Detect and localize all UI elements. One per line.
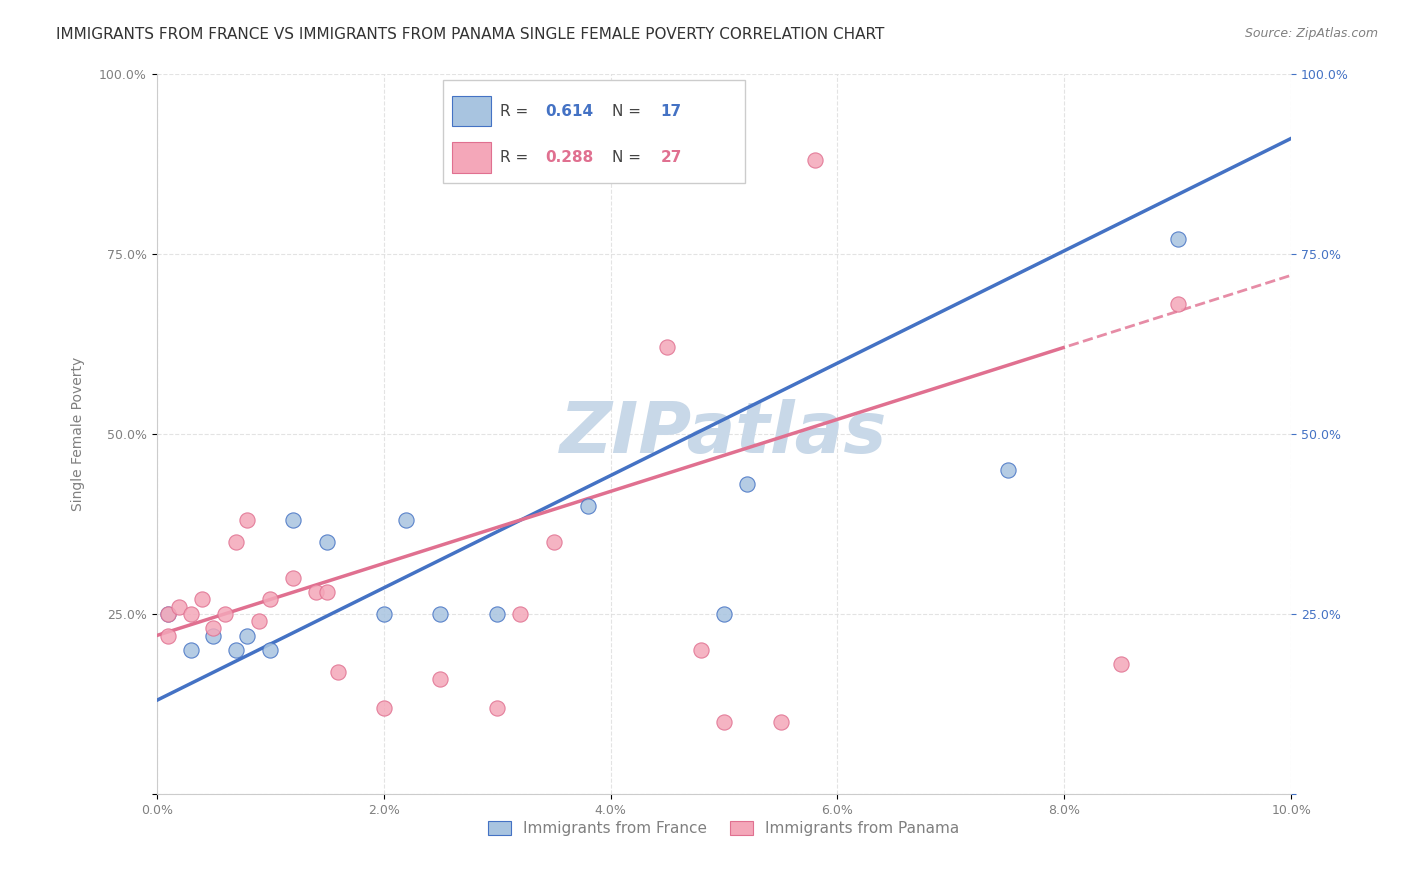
- Point: [486, 607, 509, 621]
- Point: [1109, 657, 1132, 672]
- Text: ZIPatlas: ZIPatlas: [560, 400, 887, 468]
- Point: [769, 714, 792, 729]
- Point: [259, 592, 281, 607]
- Point: [304, 585, 326, 599]
- Point: [236, 513, 259, 527]
- Point: [225, 534, 247, 549]
- Text: 0.288: 0.288: [546, 150, 593, 165]
- Point: [657, 340, 679, 354]
- Point: [202, 621, 225, 635]
- Point: [236, 628, 259, 642]
- Point: [247, 614, 270, 628]
- Text: N =: N =: [612, 150, 645, 165]
- Point: [157, 607, 180, 621]
- Text: 27: 27: [661, 150, 682, 165]
- Point: [180, 643, 202, 657]
- Point: [373, 700, 395, 714]
- Point: [259, 643, 281, 657]
- Text: R =: R =: [501, 150, 533, 165]
- Text: N =: N =: [612, 103, 645, 119]
- Point: [157, 628, 180, 642]
- Text: Source: ZipAtlas.com: Source: ZipAtlas.com: [1244, 27, 1378, 40]
- Text: R =: R =: [501, 103, 533, 119]
- Point: [486, 700, 509, 714]
- Y-axis label: Single Female Poverty: Single Female Poverty: [72, 357, 86, 511]
- Text: 17: 17: [661, 103, 682, 119]
- Point: [191, 592, 214, 607]
- Point: [713, 607, 735, 621]
- Point: [690, 643, 713, 657]
- Point: [1167, 297, 1189, 311]
- Point: [214, 607, 236, 621]
- Point: [576, 499, 599, 513]
- Point: [157, 607, 180, 621]
- Point: [180, 607, 202, 621]
- Point: [1167, 232, 1189, 246]
- Point: [281, 571, 304, 585]
- Point: [429, 607, 451, 621]
- Point: [395, 513, 418, 527]
- Point: [316, 534, 339, 549]
- Point: [373, 607, 395, 621]
- Text: 0.614: 0.614: [546, 103, 593, 119]
- Point: [803, 153, 825, 167]
- Point: [429, 672, 451, 686]
- Point: [225, 643, 247, 657]
- Point: [328, 665, 350, 679]
- Point: [543, 534, 565, 549]
- Bar: [451, 95, 491, 127]
- Bar: [451, 142, 491, 173]
- Point: [713, 714, 735, 729]
- Point: [509, 607, 531, 621]
- Point: [997, 463, 1019, 477]
- Point: [316, 585, 339, 599]
- Legend: Immigrants from France, Immigrants from Panama: Immigrants from France, Immigrants from …: [481, 814, 967, 844]
- Point: [735, 477, 758, 491]
- Text: IMMIGRANTS FROM FRANCE VS IMMIGRANTS FROM PANAMA SINGLE FEMALE POVERTY CORRELATI: IMMIGRANTS FROM FRANCE VS IMMIGRANTS FRO…: [56, 27, 884, 42]
- Point: [281, 513, 304, 527]
- Point: [202, 628, 225, 642]
- Point: [169, 599, 191, 614]
